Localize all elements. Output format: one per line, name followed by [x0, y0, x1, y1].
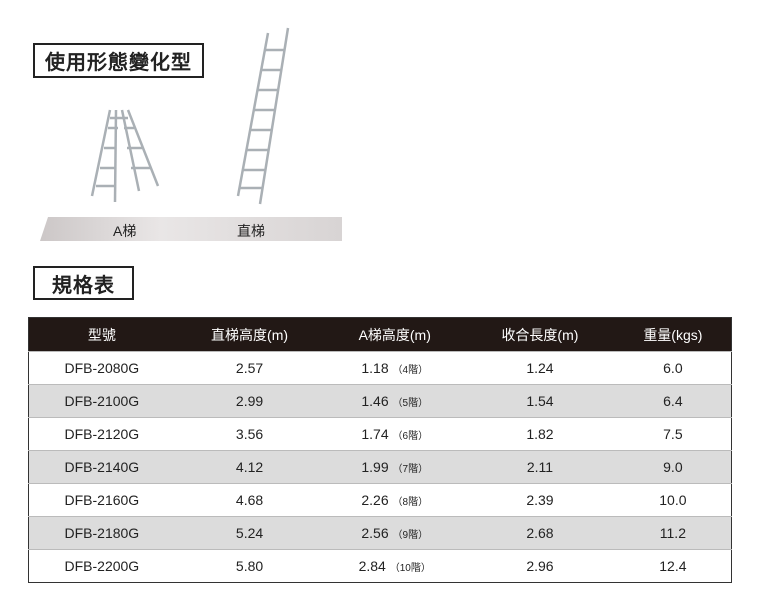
cell-weight: 7.5	[614, 417, 732, 451]
cell-value: 5.24	[235, 525, 264, 541]
header-a-height: A梯高度(m)	[324, 317, 466, 352]
cell-weight: 10.0	[614, 483, 732, 517]
cell-value: 6.0	[663, 360, 683, 376]
cell-folded-length: 1.54	[465, 384, 615, 418]
cell-value: 5.80	[235, 558, 264, 574]
step-count: （4階）	[392, 365, 429, 376]
cell-straight-height: 5.24	[174, 516, 325, 550]
step-count: （8階）	[392, 497, 429, 508]
cell-value: 2.56	[361, 525, 389, 541]
cell-value: DFB-2080G	[64, 360, 140, 376]
cell-value: 12.4	[659, 558, 687, 574]
cell-value: 2.39	[526, 492, 554, 508]
cell-value: DFB-2100G	[64, 393, 140, 409]
cell-value: 1.18	[361, 360, 389, 376]
cell-a-height: 2.84 （10階）	[324, 549, 466, 583]
cell-a-height: 1.46 （5階）	[324, 384, 466, 418]
ladder-illustration	[90, 27, 290, 205]
cell-a-height: 1.18 （4階）	[324, 351, 466, 385]
cell-value: 1.99	[361, 459, 389, 475]
usage-section-title: 使用形態變化型	[33, 43, 204, 78]
step-count: （10階）	[389, 563, 431, 574]
cell-value: 2.96	[526, 558, 554, 574]
cell-a-height: 2.26 （8階）	[324, 483, 466, 517]
straight-ladder-image	[236, 27, 290, 205]
cell-value: 4.12	[235, 459, 264, 475]
cell-value: 11.2	[659, 525, 686, 541]
header-folded-length: 收合長度(m)	[465, 317, 615, 352]
cell-value: 10.0	[659, 492, 687, 508]
cell-value: DFB-2140G	[64, 459, 140, 475]
cell-a-height: 2.56 （9階）	[324, 516, 466, 550]
table-row: DFB-2100G 2.99 1.46 （5階） 1.54 6.4	[28, 384, 732, 418]
a-frame-ladder-image	[90, 109, 160, 203]
cell-value: 1.46	[361, 393, 389, 409]
cell-value: 2.57	[235, 360, 264, 376]
header-weight: 重量(kgs)	[614, 317, 732, 352]
cell-value: DFB-2200G	[64, 558, 140, 574]
cell-folded-length: 2.96	[465, 549, 615, 583]
cell-value: 2.68	[526, 525, 554, 541]
cell-weight: 11.2	[614, 516, 732, 550]
cell-value: DFB-2180G	[64, 525, 140, 541]
cell-a-height: 1.99 （7階）	[324, 450, 466, 484]
cell-model: DFB-2120G	[28, 417, 175, 451]
table-row: DFB-2200G 5.80 2.84 （10階） 2.96 12.4	[28, 549, 732, 583]
cell-value: 6.4	[663, 393, 683, 409]
cell-model: DFB-2160G	[28, 483, 175, 517]
a-frame-label: A梯	[113, 223, 137, 239]
cell-straight-height: 2.99	[174, 384, 325, 418]
cell-folded-length: 1.82	[465, 417, 615, 451]
cell-straight-height: 3.56	[174, 417, 325, 451]
cell-value: 4.68	[235, 492, 264, 508]
table-row: DFB-2080G 2.57 1.18 （4階） 1.24 6.0	[28, 351, 732, 385]
cell-value: 2.84	[358, 558, 386, 574]
cell-a-height: 1.74 （6階）	[324, 417, 466, 451]
cell-value: DFB-2160G	[64, 492, 140, 508]
cell-straight-height: 4.12	[174, 450, 325, 484]
cell-value: 2.11	[526, 459, 554, 475]
cell-value: 2.26	[361, 492, 389, 508]
cell-value: 3.56	[235, 426, 264, 442]
cell-value: 2.99	[235, 393, 264, 409]
cell-value: 9.0	[663, 459, 683, 475]
cell-weight: 6.4	[614, 384, 732, 418]
cell-straight-height: 2.57	[174, 351, 325, 385]
cell-value: 7.5	[663, 426, 683, 442]
step-count: （6階）	[392, 431, 429, 442]
cell-value: 1.82	[526, 426, 554, 442]
cell-weight: 12.4	[614, 549, 732, 583]
cell-value: 1.54	[526, 393, 554, 409]
straight-ladder-label: 直梯	[237, 223, 265, 239]
cell-folded-length: 2.68	[465, 516, 615, 550]
cell-value: 1.24	[526, 360, 554, 376]
step-count: （7階）	[392, 464, 429, 475]
cell-value: DFB-2120G	[64, 426, 140, 442]
cell-folded-length: 2.11	[465, 450, 615, 484]
cell-straight-height: 4.68	[174, 483, 325, 517]
cell-value: 1.74	[361, 426, 389, 442]
cell-folded-length: 2.39	[465, 483, 615, 517]
cell-model: DFB-2100G	[28, 384, 175, 418]
cell-straight-height: 5.80	[174, 549, 325, 583]
table-row: DFB-2160G 4.68 2.26 （8階） 2.39 10.0	[28, 483, 732, 517]
step-count: （9階）	[392, 530, 429, 541]
spec-table: 型號 直梯高度(m) A梯高度(m) 收合長度(m) 重量(kgs) DFB-2…	[28, 317, 732, 583]
cell-folded-length: 1.24	[465, 351, 615, 385]
table-header-row: 型號 直梯高度(m) A梯高度(m) 收合長度(m) 重量(kgs)	[28, 317, 732, 352]
table-row: DFB-2140G 4.12 1.99 （7階） 2.11 9.0	[28, 450, 732, 484]
cell-model: DFB-2080G	[28, 351, 175, 385]
cell-model: DFB-2180G	[28, 516, 175, 550]
cell-weight: 9.0	[614, 450, 732, 484]
header-model: 型號	[28, 317, 175, 352]
spec-section-title: 規格表	[33, 266, 134, 300]
table-row: DFB-2120G 3.56 1.74 （6階） 1.82 7.5	[28, 417, 732, 451]
step-count: （5階）	[392, 398, 429, 409]
header-straight-height: 直梯高度(m)	[174, 317, 325, 352]
cell-model: DFB-2140G	[28, 450, 175, 484]
ground-strip	[40, 217, 342, 241]
cell-weight: 6.0	[614, 351, 732, 385]
table-row: DFB-2180G 5.24 2.56 （9階） 2.68 11.2	[28, 516, 732, 550]
cell-model: DFB-2200G	[28, 549, 175, 583]
